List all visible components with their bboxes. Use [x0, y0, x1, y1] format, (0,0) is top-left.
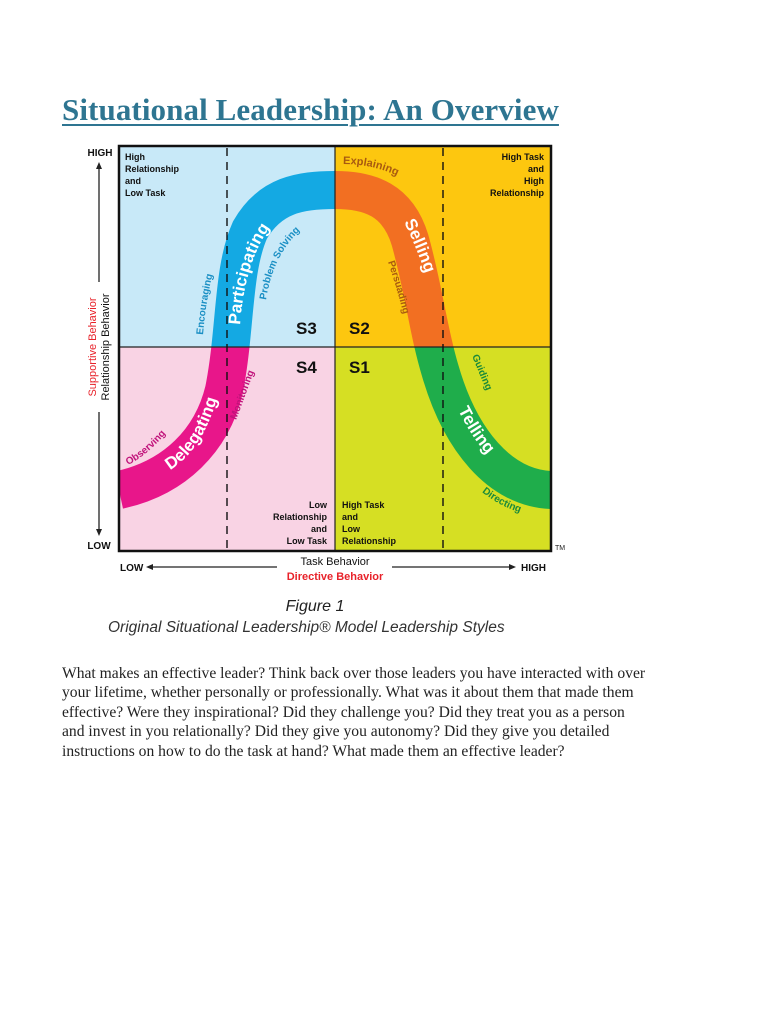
body-paragraph: What makes an effective leader? Think ba… — [62, 664, 732, 761]
quadrant-desc-tl-3: and — [125, 176, 141, 186]
y-axis-label-supportive: Supportive Behavior — [87, 297, 99, 396]
style-code-s4: S4 — [296, 358, 317, 377]
y-axis-arrow — [96, 162, 102, 536]
x-axis-label-directive: Directive Behavior — [287, 571, 384, 583]
x-axis-low: LOW — [120, 563, 144, 574]
x-axis-arrow — [146, 564, 516, 570]
quadrant-desc-tr-1: High Task — [502, 152, 545, 162]
body-line: and invest in you relationally? Did they… — [62, 723, 610, 741]
body-line: your lifetime, whether personally or pro… — [62, 684, 634, 702]
quadrant-desc-bl-2: Relationship — [273, 512, 328, 522]
chart-frame — [117, 144, 553, 553]
figure-caption-subtitle: Original Situational Leadership® Model L… — [108, 619, 505, 636]
x-axis-label-task: Task Behavior — [300, 556, 369, 568]
y-axis-low: LOW — [87, 541, 111, 552]
quadrant-desc-br-2: and — [342, 512, 358, 522]
quadrant-desc-br-4: Relationship — [342, 536, 397, 546]
quadrant-desc-tr-3: High — [524, 176, 544, 186]
quadrant-desc-br-1: High Task — [342, 500, 385, 510]
body-line: effective? Were they inspirational? Did … — [62, 703, 625, 721]
quadrant-desc-tr-2: and — [528, 164, 544, 174]
trademark-mark: TM — [555, 545, 565, 552]
y-axis-label-relationship: Relationship Behavior — [100, 293, 112, 400]
quadrant-desc-tr-4: Relationship — [490, 188, 545, 198]
quadrant-desc-bl-3: and — [311, 524, 327, 534]
figure-caption-title: Figure 1 — [285, 598, 345, 615]
body-line: instructions on how to do the task at ha… — [62, 742, 565, 760]
situational-leadership-figure: Participating Problem Solving Encouragin… — [87, 144, 565, 636]
body-line: What makes an effective leader? Think ba… — [62, 665, 646, 682]
style-code-s1: S1 — [349, 358, 370, 377]
quadrant-desc-tl-1: High — [125, 152, 145, 162]
y-axis-high: HIGH — [88, 148, 113, 159]
quadrant-desc-tl-4: Low Task — [125, 188, 166, 198]
quadrant-desc-bl-4: Low Task — [287, 536, 328, 546]
page-title: Situational Leadership: An Overview — [62, 92, 559, 127]
quadrant-desc-tl-2: Relationship — [125, 164, 180, 174]
quadrant-desc-bl-1: Low — [309, 500, 328, 510]
style-code-s2: S2 — [349, 319, 370, 338]
quadrant-desc-br-3: Low — [342, 524, 361, 534]
style-code-s3: S3 — [296, 319, 317, 338]
x-axis-high: HIGH — [521, 563, 546, 574]
